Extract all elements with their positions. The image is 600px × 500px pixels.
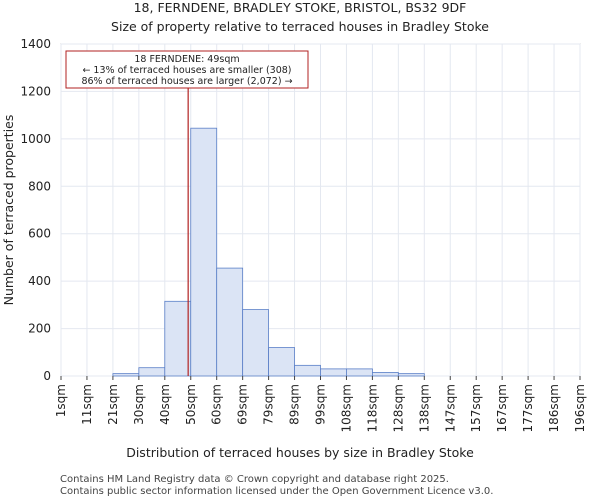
annotation-frame [65,50,309,89]
footer-line1: Contains HM Land Registry data © Crown c… [60,474,449,485]
x-axis-label: Distribution of terraced houses by size … [126,445,474,460]
bar-69sqm [242,309,269,377]
bar-99sqm [320,368,347,377]
x-tick-label: 30sqm [132,384,146,425]
annotation-larger: 86% of terraced houses are larger (2,072… [81,76,292,87]
bar-21sqm [112,373,140,377]
x-tick-label: 118sqm [365,384,379,432]
y-axis-label: Number of terraced properties [1,115,16,306]
y-tick-label: 400 [28,274,51,288]
x-tick-label: 69sqm [236,384,250,425]
x-tick-label: 40sqm [158,384,172,425]
x-tick-label: 99sqm [314,384,328,425]
bar-79sqm [268,347,295,377]
x-tick-label: 11sqm [80,384,94,425]
x-tick-label: 50sqm [184,384,198,425]
annotation-box: 18 FERNDENE: 49sqm ← 13% of terraced hou… [65,50,309,89]
x-tick-label: 1sqm [54,384,68,417]
y-tick-label: 0 [43,369,51,383]
bar-30sqm [138,367,166,377]
x-tick-label: 89sqm [288,384,302,425]
bar-118sqm [371,372,399,377]
bar-108sqm [346,368,373,377]
chart-title-line1: 18, FERNDENE, BRADLEY STOKE, BRISTOL, BS… [134,0,467,15]
annotation-title: 18 FERNDENE: 49sqm [134,54,239,65]
x-tick-label: 79sqm [262,384,276,425]
x-tick-label: 196sqm [573,384,587,432]
x-tick-label: 138sqm [417,384,431,432]
x-axis-ticks: 1sqm 11sqm 21sqm 30sqm 40sqm 50sqm 60sqm 69sqm 7… [54,376,587,432]
x-tick-label: 167sqm [495,384,509,432]
y-tick-label: 200 [28,322,51,336]
bar-50sqm [190,127,218,377]
x-tick-label: 157sqm [469,384,483,432]
y-tick-label: 1400 [20,37,51,51]
y-tick-label: 600 [28,227,51,241]
grid [60,43,581,377]
x-tick-label: 177sqm [521,384,535,432]
y-tick-label: 800 [28,179,51,193]
x-tick-label: 21sqm [106,384,120,425]
y-tick-label: 1000 [20,132,51,146]
footer-line2: Contains public sector information licen… [60,486,493,497]
x-tick-label: 128sqm [391,384,405,432]
x-tick-label: 186sqm [547,384,561,432]
chart-title-line2: Size of property relative to terraced ho… [111,19,489,34]
annotation-smaller: ← 13% of terraced houses are smaller (30… [82,65,291,76]
bar-128sqm [397,373,425,377]
x-tick-label: 60sqm [210,384,224,425]
bar-60sqm [216,267,244,377]
bar-40sqm [164,300,192,377]
bars [112,127,425,377]
bar-89sqm [294,364,321,377]
x-tick-label: 147sqm [443,384,457,432]
y-tick-label: 1200 [20,84,51,98]
x-tick-label: 108sqm [339,384,353,432]
y-axis-ticks: 0 200 400 600 800 1000 1200 1400 [20,37,51,383]
